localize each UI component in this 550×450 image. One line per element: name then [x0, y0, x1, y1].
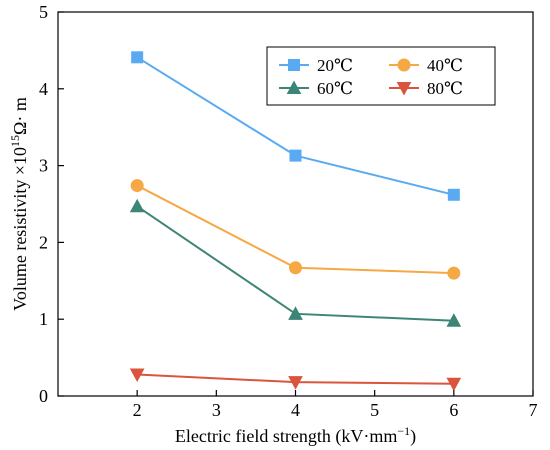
y-tick-label: 2: [39, 232, 48, 252]
data-point: [288, 306, 303, 320]
data-point: [289, 149, 302, 162]
x-axis-label-main: Electric field strength (kV·mm: [175, 426, 397, 447]
y-axis-label-sup: 15: [8, 135, 22, 147]
legend-item: 20℃: [279, 56, 353, 75]
x-tick-label: 4: [291, 400, 300, 420]
series-2: [129, 198, 462, 327]
legend-box: [266, 46, 496, 106]
data-point: [289, 261, 302, 275]
y-tick-label: 5: [39, 2, 48, 22]
y-tick-label: 4: [39, 79, 48, 99]
x-tick-label: 2: [133, 400, 142, 420]
legend-label: 40℃: [427, 56, 463, 75]
legend: 20℃ 40℃ 60℃ 80℃: [266, 46, 496, 106]
legend-marker: [288, 59, 300, 71]
legend-marker: [397, 58, 411, 72]
legend-item: 60℃: [279, 79, 353, 98]
series-layer: [129, 51, 462, 392]
x-axis-label: Electric field strength (kV·mm−1): [175, 424, 416, 447]
y-tick-label: 3: [39, 156, 48, 176]
legend-item: 40℃: [389, 56, 463, 75]
y-axis-label: Volume resistivity ×1015Ω· m: [8, 97, 30, 311]
data-point: [446, 377, 462, 392]
x-tick-label: 5: [370, 400, 379, 420]
series-3: [129, 368, 462, 392]
x-tick-label: 3: [212, 400, 221, 420]
data-point: [130, 179, 144, 193]
legend-label: 60℃: [317, 79, 353, 98]
legend-label: 20℃: [317, 56, 353, 75]
y-tick-label: 0: [39, 386, 48, 406]
legend-item: 80℃: [389, 79, 463, 98]
series-0: [131, 51, 460, 201]
x-tick-label: 6: [449, 400, 458, 420]
axis-layer: 2 3 4 5 6 7 0 1 2 3 4 5: [39, 2, 538, 420]
series-line: [136, 184, 454, 275]
data-point: [447, 266, 461, 280]
x-tick-label: 7: [529, 400, 538, 420]
legend-label: 80℃: [427, 79, 463, 98]
y-axis-label-main: Volume resistivity ×10: [10, 147, 30, 311]
series-1: [130, 179, 461, 280]
x-axis-label-end: ): [410, 426, 416, 447]
legend-marker: [396, 82, 412, 96]
x-axis-label-sup: −1: [397, 424, 410, 438]
data-point: [447, 188, 460, 201]
data-point: [446, 313, 462, 327]
data-point: [129, 198, 145, 213]
data-point: [129, 368, 145, 383]
y-axis-label-end: Ω· m: [10, 97, 30, 135]
legend-marker: [286, 80, 302, 94]
y-tick-label: 1: [39, 309, 48, 329]
data-point: [288, 376, 303, 390]
data-point: [131, 51, 144, 64]
